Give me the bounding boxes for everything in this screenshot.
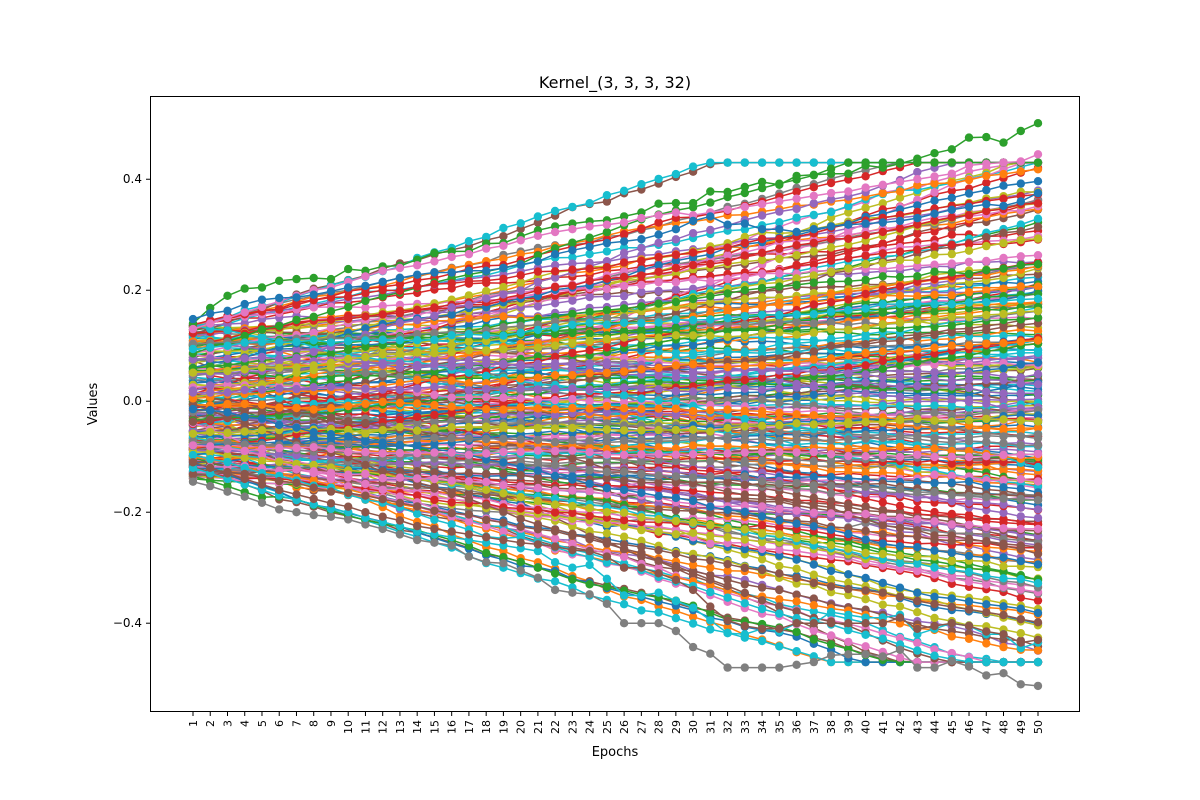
data-point <box>757 583 767 592</box>
data-point <box>1033 270 1043 279</box>
data-point <box>861 243 870 252</box>
data-point <box>775 218 784 227</box>
data-point <box>844 248 853 257</box>
data-point <box>947 186 956 196</box>
data-point <box>878 239 887 248</box>
data-point <box>585 249 594 259</box>
data-point <box>878 199 887 208</box>
data-point <box>947 230 956 239</box>
data-point <box>706 563 715 572</box>
data-point <box>999 273 1008 283</box>
data-point <box>809 210 818 220</box>
data-point <box>723 622 732 631</box>
data-point <box>809 607 818 616</box>
data-point <box>844 208 853 217</box>
data-point <box>464 321 474 330</box>
series-layer <box>188 119 1043 691</box>
data-point <box>688 560 698 570</box>
data-point <box>602 247 612 256</box>
chart-title: Kernel_(3, 3, 3, 32) <box>539 73 691 93</box>
data-point <box>568 253 577 262</box>
data-point <box>792 590 801 599</box>
data-point <box>913 229 922 238</box>
data-point <box>826 207 836 217</box>
data-point <box>930 227 939 236</box>
data-point <box>1033 596 1043 605</box>
data-point <box>964 278 974 287</box>
data-point <box>895 234 905 243</box>
data-point <box>688 612 698 621</box>
data-point <box>792 213 801 222</box>
data-point <box>930 188 939 197</box>
data-point <box>861 203 870 213</box>
data-point <box>982 178 991 188</box>
data-point <box>809 594 818 603</box>
data-point <box>775 585 784 595</box>
data-point <box>895 193 905 202</box>
data-point <box>723 575 732 585</box>
data-point <box>723 566 732 575</box>
data-point <box>550 261 560 270</box>
data-point <box>1033 326 1043 336</box>
data-point <box>1016 593 1025 602</box>
data-point <box>844 201 853 211</box>
data-point <box>568 259 577 268</box>
data-point <box>740 225 749 234</box>
data-point <box>740 580 749 589</box>
data-point <box>1016 464 1025 474</box>
